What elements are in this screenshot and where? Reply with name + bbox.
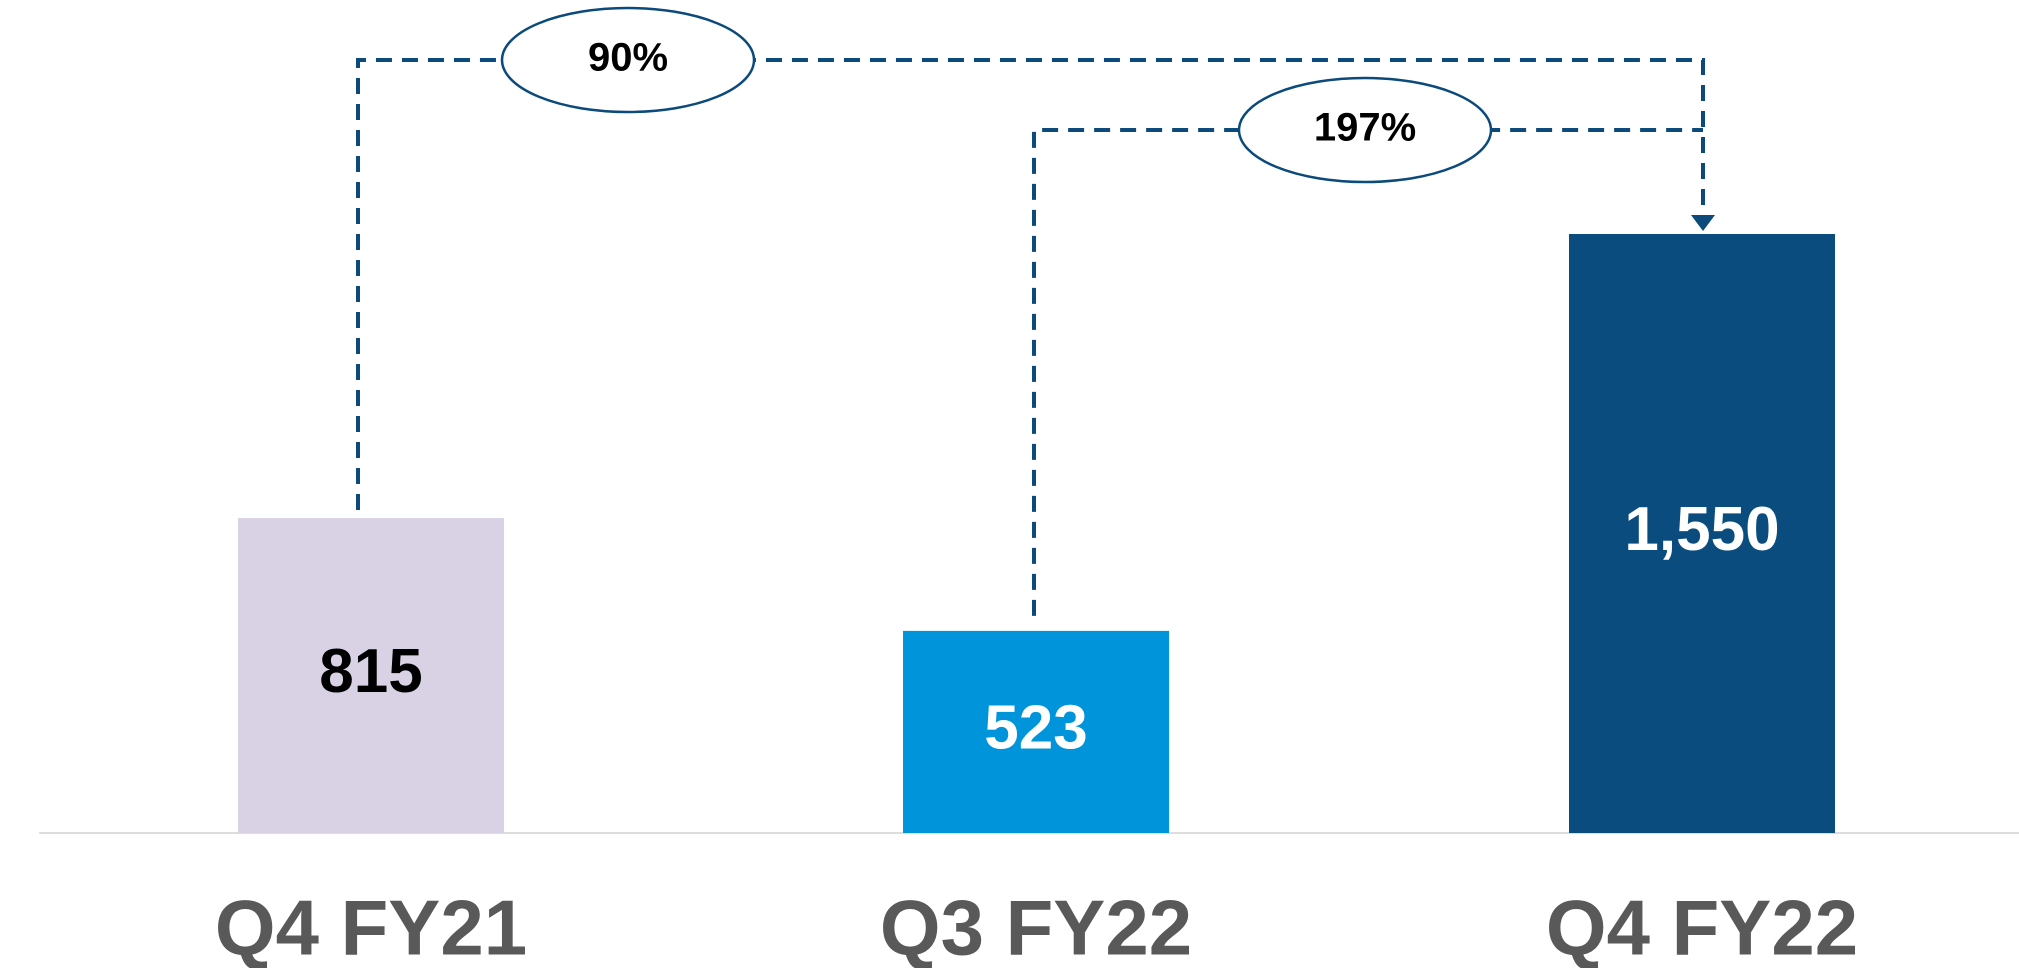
x-tick-label: Q4 FY21 — [215, 884, 527, 968]
annotation-bubble — [500, 6, 756, 114]
annotation-label: 90% — [588, 36, 668, 80]
bar — [1569, 234, 1835, 833]
connector — [356, 58, 1705, 511]
connector — [1032, 128, 1703, 616]
x-tick-label: Q3 FY22 — [880, 884, 1192, 968]
annotation-bubble — [1237, 76, 1493, 184]
bar — [903, 630, 1169, 833]
value-label: 1,550 — [1624, 495, 1779, 564]
value-label: 523 — [984, 693, 1087, 762]
x-tick-label: Q4 FY22 — [1546, 884, 1858, 968]
arrowhead — [1691, 215, 1715, 231]
value-label: 815 — [319, 637, 422, 706]
annotation-label: 197% — [1314, 106, 1416, 150]
bar — [238, 518, 504, 833]
